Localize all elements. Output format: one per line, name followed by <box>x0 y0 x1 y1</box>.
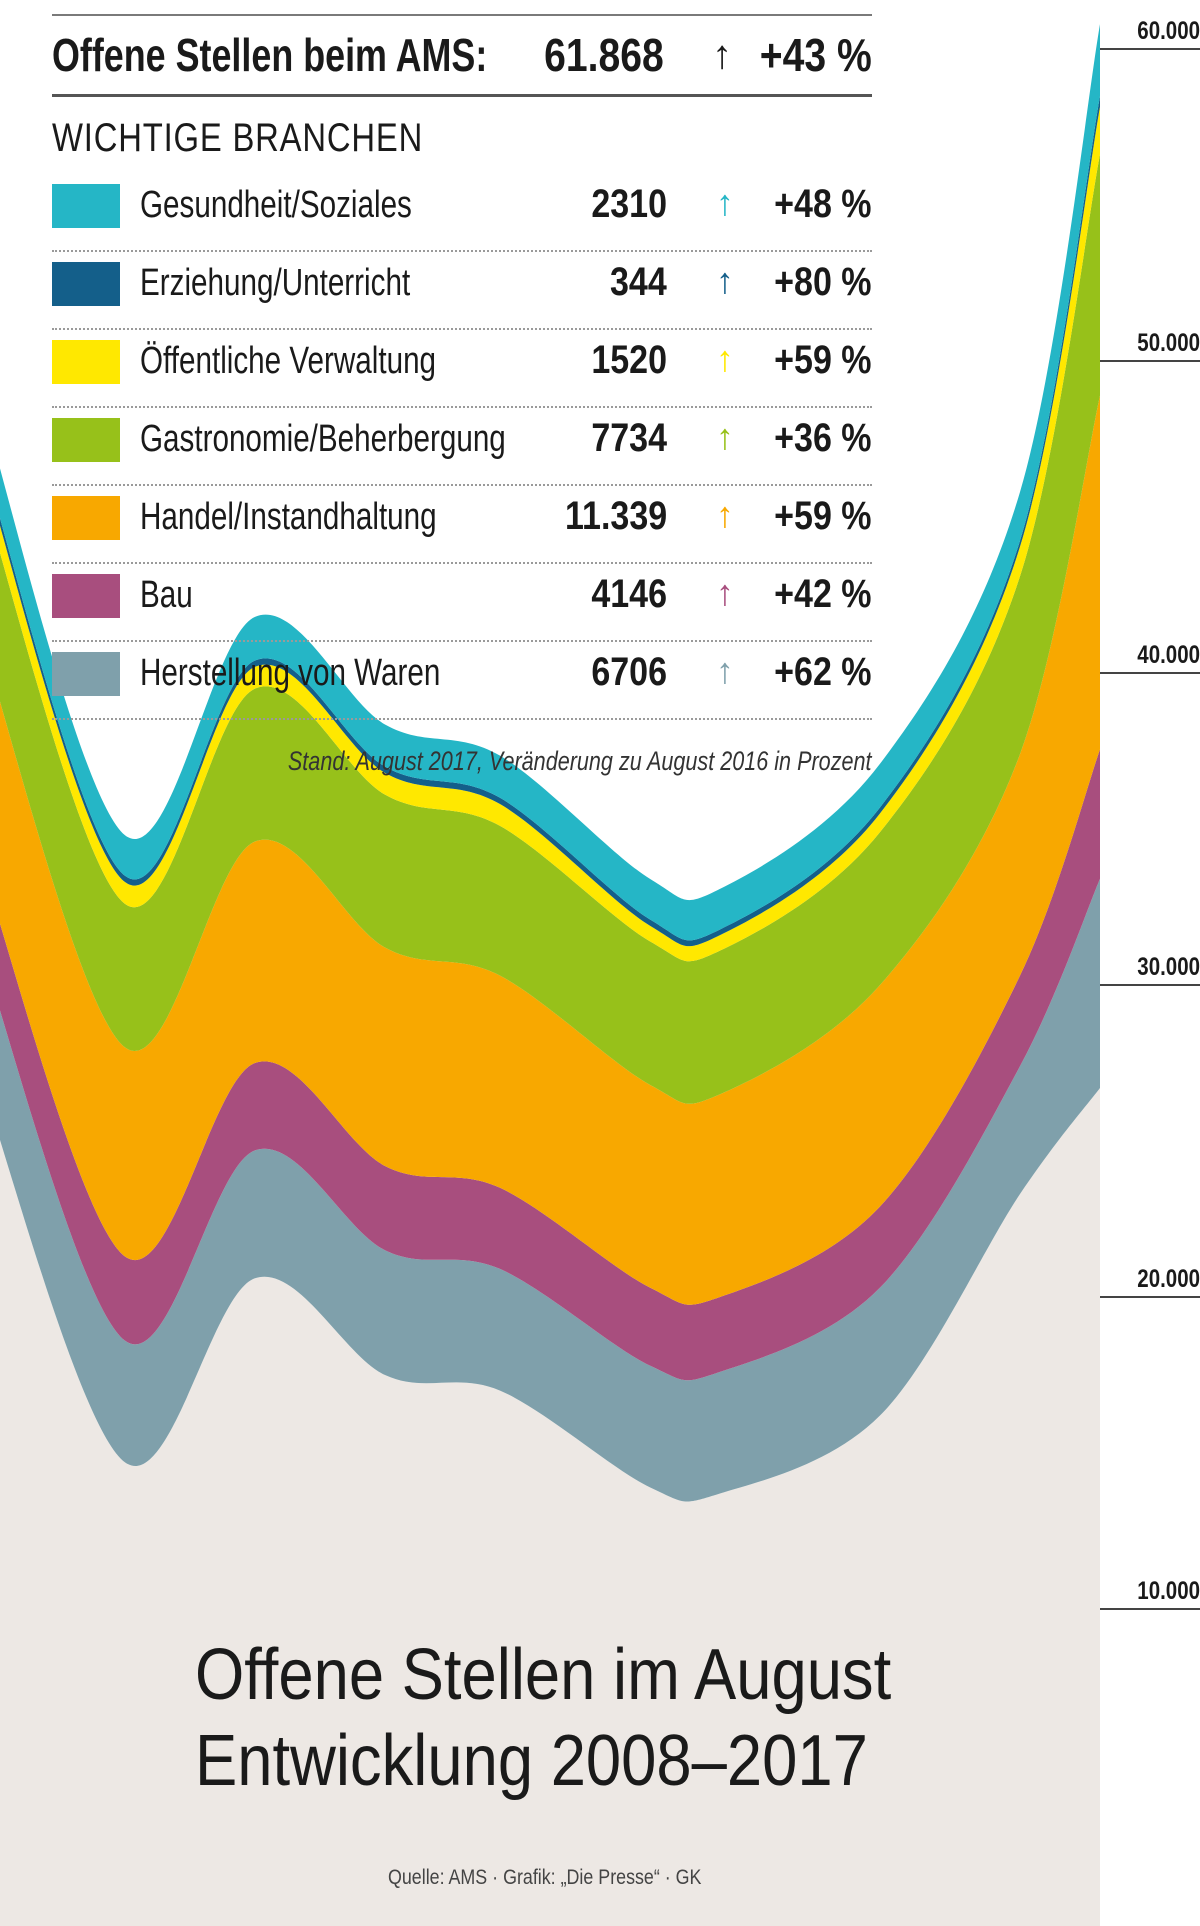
branch-value: 6706 <box>591 650 667 694</box>
area-series-handel-instandhaltung <box>0 395 1100 1305</box>
area-series-gesundheit-soziales <box>0 24 1100 941</box>
branch-change: +80 % <box>774 260 872 304</box>
header-change-value: +43 % <box>760 29 872 81</box>
branch-name: Handel/Instandhaltung <box>140 496 437 538</box>
chart-title-line-1: Offene Stellen im August <box>195 1635 892 1715</box>
branch-value: 1520 <box>591 338 667 382</box>
area-series-herstellung-von-waren <box>0 878 1100 1502</box>
y-tick-label: 60.000 <box>1137 17 1200 45</box>
area-series-öffentliche-verwaltung <box>0 106 1100 962</box>
branch-name: Öffentliche Verwaltung <box>140 340 437 382</box>
branch-change: +48 % <box>774 182 872 226</box>
header-title: Offene Stellen beim AMS: <box>52 29 488 81</box>
arrow-up-icon: ↑ <box>716 650 734 691</box>
y-tick-label: 10.000 <box>1137 1577 1200 1605</box>
header-total-value: 61.868 <box>544 29 664 81</box>
branch-row: Herstellung von Waren 6706 ↑ +62 % <box>52 642 872 720</box>
chart-title-line-2: Entwicklung 2008–2017 <box>195 1721 868 1801</box>
branch-name: Gastronomie/Beherbergung <box>140 418 506 460</box>
branch-value: 7734 <box>591 416 667 460</box>
area-series-gastronomie-beherbergung <box>0 154 1100 1104</box>
area-series-sonstige <box>0 1087 1100 1926</box>
legend-swatch <box>52 262 120 306</box>
branch-name: Gesundheit/Soziales <box>140 184 412 226</box>
branch-legend-table: Gesundheit/Soziales 2310 ↑ +48 % Erziehu… <box>52 174 872 720</box>
branch-name: Herstellung von Waren <box>140 652 441 694</box>
area-series-erziehung-unterricht <box>0 96 1100 947</box>
source-credit: Quelle: AMS · Grafik: „Die Presse“ · GK <box>388 1866 702 1889</box>
legend-swatch <box>52 340 120 384</box>
branch-change: +59 % <box>774 494 872 538</box>
branch-row: Gastronomie/Beherbergung 7734 ↑ +36 % <box>52 408 872 486</box>
branch-value: 344 <box>610 260 667 304</box>
y-axis-panel <box>1100 0 1200 1926</box>
branch-row: Erziehung/Unterricht 344 ↑ +80 % <box>52 252 872 330</box>
branch-change: +42 % <box>774 572 872 616</box>
branch-name: Bau <box>140 574 193 616</box>
branch-row: Gesundheit/Soziales 2310 ↑ +48 % <box>52 174 872 252</box>
arrow-up-icon: ↑ <box>716 338 734 379</box>
branch-change: +36 % <box>774 416 872 460</box>
legend-swatch <box>52 418 120 462</box>
branch-value: 4146 <box>591 572 667 616</box>
footnote: Stand: August 2017, Veränderung zu Augus… <box>288 746 872 776</box>
branch-change: +59 % <box>774 338 872 382</box>
legend-swatch <box>52 652 120 696</box>
arrow-up-icon: ↑ <box>716 182 734 223</box>
branch-row: Handel/Instandhaltung 11.339 ↑ +59 % <box>52 486 872 564</box>
chart-title: Offene Stellen im August Entwicklung 200… <box>195 1632 891 1804</box>
branch-row: Bau 4146 ↑ +42 % <box>52 564 872 642</box>
arrow-up-icon: ↑ <box>712 32 732 77</box>
branch-value: 11.339 <box>564 494 667 538</box>
branch-value: 2310 <box>591 182 667 226</box>
arrow-up-icon: ↑ <box>716 416 734 457</box>
branch-name: Erziehung/Unterricht <box>140 262 411 304</box>
legend-swatch <box>52 184 120 228</box>
header-bar: Offene Stellen beim AMS: 61.868 ↑ +43 % <box>52 14 872 97</box>
arrow-up-icon: ↑ <box>716 572 734 613</box>
y-tick-label: 30.000 <box>1137 953 1200 981</box>
branch-row: Öffentliche Verwaltung 1520 ↑ +59 % <box>52 330 872 408</box>
section-heading: WICHTIGE BRANCHEN <box>52 116 424 160</box>
y-tick-label: 50.000 <box>1137 329 1200 357</box>
y-tick-label: 20.000 <box>1137 1265 1200 1293</box>
area-series-bau <box>0 749 1100 1381</box>
legend-swatch <box>52 574 120 618</box>
y-tick-label: 40.000 <box>1137 641 1200 669</box>
arrow-up-icon: ↑ <box>716 260 734 301</box>
branch-change: +62 % <box>774 650 872 694</box>
arrow-up-icon: ↑ <box>716 494 734 535</box>
legend-swatch <box>52 496 120 540</box>
